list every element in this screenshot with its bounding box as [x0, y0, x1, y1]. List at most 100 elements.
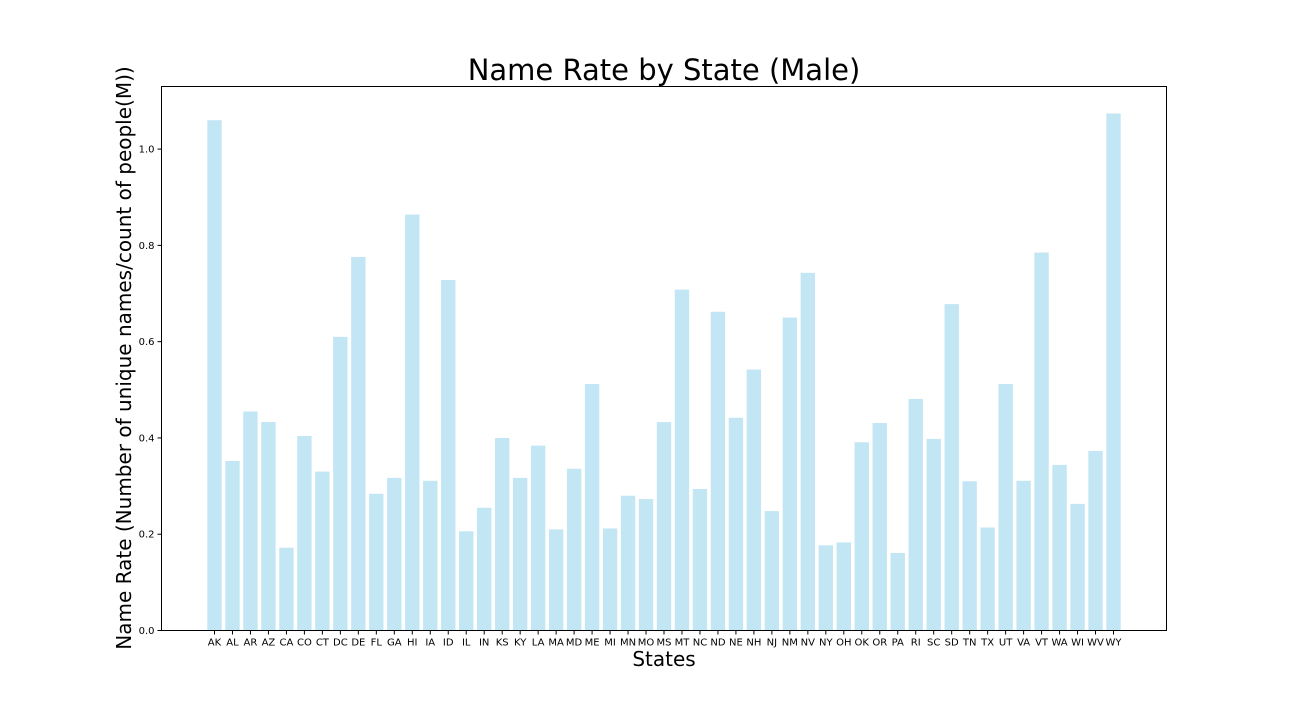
bar-ms — [656, 422, 672, 631]
x-tick-label: DE — [351, 638, 365, 649]
x-tick-label: OK — [855, 638, 870, 649]
x-tick-label: AR — [244, 638, 258, 649]
x-tick-label: NY — [819, 638, 833, 649]
x-tick-label: ME — [585, 638, 600, 649]
y-tick-label: 0.0 — [139, 626, 155, 637]
bar-ga — [387, 477, 402, 631]
bar-nj — [764, 511, 780, 631]
x-tick-label: GA — [387, 638, 402, 649]
bar-co — [297, 436, 312, 631]
x-tick-label: MT — [675, 638, 691, 649]
bar-nd — [710, 311, 726, 631]
bar-ne — [728, 417, 744, 631]
bar-oh — [836, 542, 851, 631]
x-tick-label: RI — [911, 638, 921, 649]
x-tick-label: VA — [1017, 638, 1030, 649]
bar-hi — [405, 214, 420, 631]
x-tick-label: MO — [638, 638, 655, 649]
bar-nm — [782, 317, 798, 631]
x-tick-label: AK — [208, 638, 222, 649]
y-axis-ticks: 0.0 0.2 0.4 0.6 0.8 1.0 — [139, 145, 162, 637]
bar-ri — [908, 398, 923, 631]
x-tick-label: DC — [333, 638, 348, 649]
x-tick-label: OR — [872, 638, 887, 649]
bar-mo — [638, 499, 654, 631]
x-tick-label: TX — [980, 638, 994, 649]
bar-vt — [1034, 252, 1049, 631]
bar-de — [351, 256, 366, 631]
plot-frame — [161, 86, 1167, 631]
bar-ca — [279, 547, 294, 631]
x-tick-label: ND — [710, 638, 725, 649]
x-tick-label: CT — [316, 638, 330, 649]
y-tick-label: 1.0 — [139, 145, 155, 156]
x-tick-label: PA — [892, 638, 904, 649]
x-tick-label: WA — [1051, 638, 1067, 649]
x-tick-label: NE — [729, 638, 743, 649]
bar-id — [441, 280, 456, 631]
x-tick-label: UT — [999, 638, 1013, 649]
bar-wi — [1070, 503, 1085, 631]
bar-ak — [207, 120, 222, 631]
bar-ct — [315, 471, 330, 631]
y-tick-label: 0.8 — [139, 241, 155, 252]
bar-nv — [800, 272, 816, 631]
x-tick-label: KY — [514, 638, 527, 649]
y-tick-label: 0.4 — [139, 433, 155, 444]
bar-md — [566, 468, 582, 631]
x-tick-label: WV — [1087, 638, 1104, 649]
x-tick-label: AZ — [262, 638, 276, 649]
x-tick-label: NJ — [767, 638, 777, 649]
bar-al — [225, 461, 240, 631]
bar-nc — [692, 488, 708, 631]
x-tick-label: ID — [443, 638, 454, 649]
bar-tx — [980, 527, 995, 631]
x-tick-label: LA — [532, 638, 545, 649]
bar-ky — [512, 477, 528, 631]
x-tick-label: SC — [927, 638, 940, 649]
bar-mi — [602, 528, 618, 631]
bar-mn — [620, 495, 636, 631]
bar-me — [584, 384, 600, 631]
x-tick-label: CA — [280, 638, 294, 649]
x-tick-label: TN — [962, 638, 977, 649]
x-tick-label: IN — [479, 638, 489, 649]
x-tick-label: NM — [782, 638, 798, 649]
bar-ny — [818, 545, 834, 631]
x-tick-label: MN — [620, 638, 636, 649]
bar-sc — [926, 438, 941, 631]
x-tick-label: IL — [462, 638, 471, 649]
x-tick-label: CO — [297, 638, 312, 649]
x-tick-label: WY — [1106, 638, 1123, 649]
bar-va — [1016, 480, 1031, 631]
bar-ma — [548, 529, 564, 631]
x-tick-label: OH — [836, 638, 851, 649]
x-tick-label: MS — [657, 638, 672, 649]
bar-il — [459, 531, 474, 631]
bar-mt — [674, 289, 690, 631]
bars-layer — [207, 113, 1121, 631]
bar-in — [477, 507, 492, 631]
x-tick-label: AL — [226, 638, 239, 649]
bar-wv — [1088, 450, 1103, 631]
x-axis-ticks: AK AL AR AZ CA CO CT DC DE FL GA HI IA ID IL IN KS KY LA MA… — [208, 630, 1123, 649]
x-tick-label: WI — [1071, 638, 1084, 649]
x-tick-label: MD — [566, 638, 583, 649]
chart-title: Name Rate by State (Male) — [468, 53, 861, 87]
bar-ia — [423, 480, 438, 631]
bar-ks — [494, 437, 510, 631]
y-tick-label: 0.6 — [139, 337, 155, 348]
bar-ok — [854, 442, 869, 631]
bar-wa — [1052, 464, 1067, 631]
bar-sd — [944, 304, 959, 631]
x-tick-label: NV — [801, 638, 815, 649]
bar-fl — [369, 493, 384, 631]
y-tick-label: 0.2 — [139, 530, 155, 541]
x-axis-label: States — [632, 647, 695, 671]
x-tick-label: IA — [425, 638, 435, 649]
bar-pa — [890, 552, 905, 631]
bar-wy — [1106, 113, 1121, 631]
y-axis-label: Name Rate (Number of unique names/count … — [112, 66, 136, 649]
x-tick-label: NC — [693, 638, 707, 649]
